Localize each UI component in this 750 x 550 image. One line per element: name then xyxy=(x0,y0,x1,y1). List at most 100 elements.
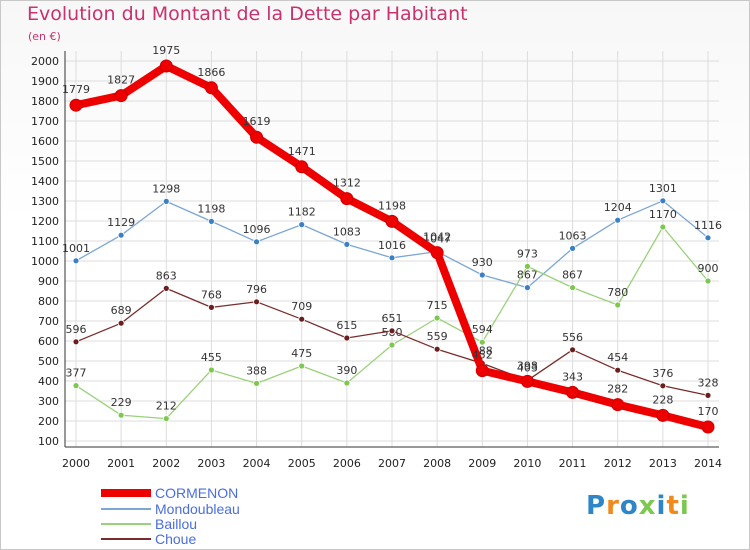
legend-item-choue[interactable]: Choue xyxy=(101,531,196,547)
data-label-baillou: 867 xyxy=(562,269,583,282)
data-label-choue: 376 xyxy=(652,367,673,380)
data-label-baillou: 715 xyxy=(427,299,448,312)
legend-swatch-cormenon xyxy=(101,489,151,497)
data-point-cormenon xyxy=(204,81,218,95)
legend-item-cormenon[interactable]: CORMENON xyxy=(101,485,238,501)
data-label-choue: 768 xyxy=(201,288,222,301)
data-point-baillou xyxy=(524,262,531,270)
y-tick-label: 2000 xyxy=(31,55,59,68)
legend-label-choue: Choue xyxy=(155,531,197,547)
data-label-cormenon: 1042 xyxy=(423,231,451,244)
data-point-mondoubleau xyxy=(117,231,125,239)
chart-title: Evolution du Montant de la Dette par Hab… xyxy=(27,3,468,25)
legend-item-mondoubleau[interactable]: Mondoubleau xyxy=(101,501,240,517)
x-tick-label: 2010 xyxy=(513,457,541,470)
y-tick-label: 1700 xyxy=(31,115,59,128)
data-point-cormenon xyxy=(701,420,715,434)
data-point-baillou xyxy=(388,341,396,349)
legend-swatch-choue xyxy=(101,538,151,540)
data-point-cormenon xyxy=(340,192,354,206)
data-point-choue xyxy=(614,366,622,374)
data-label-cormenon: 1619 xyxy=(243,115,271,128)
data-label-choue: 328 xyxy=(698,376,719,389)
data-label-choue: 863 xyxy=(156,269,177,282)
data-label-baillou: 455 xyxy=(201,351,222,364)
data-label-mondoubleau: 930 xyxy=(472,256,493,269)
y-tick-label: 100 xyxy=(38,435,59,448)
logo-letter: P xyxy=(586,491,607,521)
y-tick-label: 800 xyxy=(38,295,59,308)
data-point-cormenon xyxy=(611,398,625,412)
data-label-cormenon: 398 xyxy=(517,359,538,372)
data-label-baillou: 388 xyxy=(246,364,267,377)
data-point-baillou xyxy=(253,379,260,387)
data-label-mondoubleau: 1047 xyxy=(423,233,451,246)
y-tick-label: 600 xyxy=(38,335,59,348)
data-point-cormenon xyxy=(475,364,489,378)
legend-swatch-mondoubleau xyxy=(101,508,151,510)
data-label-cormenon: 343 xyxy=(562,370,583,383)
data-point-cormenon xyxy=(114,89,128,103)
data-label-mondoubleau: 1301 xyxy=(649,182,677,195)
data-label-choue: 403 xyxy=(517,361,538,374)
data-point-mondoubleau xyxy=(569,244,576,252)
data-point-choue xyxy=(343,334,351,342)
data-point-baillou xyxy=(614,301,622,309)
data-label-cormenon: 452 xyxy=(472,349,493,362)
data-label-mondoubleau: 1298 xyxy=(152,182,180,195)
data-label-baillou: 780 xyxy=(607,286,628,299)
data-point-choue xyxy=(388,327,396,335)
data-label-cormenon: 1975 xyxy=(152,44,180,57)
data-label-choue: 796 xyxy=(246,283,267,296)
y-tick-label: 1800 xyxy=(31,95,59,108)
data-label-cormenon: 1471 xyxy=(288,145,316,158)
data-point-mondoubleau xyxy=(659,197,667,205)
data-label-mondoubleau: 1083 xyxy=(333,225,361,238)
data-point-choue xyxy=(253,298,260,306)
data-point-baillou xyxy=(478,338,486,346)
data-point-mondoubleau xyxy=(388,254,396,262)
data-label-choue: 709 xyxy=(291,300,312,313)
x-tick-label: 2003 xyxy=(197,457,225,470)
data-label-choue: 559 xyxy=(427,330,448,343)
data-point-baillou xyxy=(72,382,80,390)
data-label-mondoubleau: 1063 xyxy=(559,229,587,242)
y-tick-label: 1500 xyxy=(31,155,59,168)
x-tick-label: 2007 xyxy=(378,457,406,470)
legend-label-baillou: Baillou xyxy=(155,516,198,532)
data-label-choue: 651 xyxy=(382,312,403,325)
logo-letter: o xyxy=(619,491,639,521)
x-tick-label: 2012 xyxy=(604,457,632,470)
data-point-mondoubleau xyxy=(343,240,351,248)
logo-letter: r xyxy=(606,491,620,521)
data-point-baillou xyxy=(343,379,351,387)
data-label-baillou: 212 xyxy=(156,400,177,413)
data-label-cormenon: 1827 xyxy=(107,74,135,87)
proxiti-logo: Proxiti xyxy=(586,491,690,521)
legend-item-baillou[interactable]: Baillou xyxy=(101,516,197,532)
data-label-mondoubleau: 1016 xyxy=(378,239,406,252)
data-point-choue xyxy=(659,382,667,390)
data-label-cormenon: 228 xyxy=(652,393,673,406)
data-point-baillou xyxy=(298,362,306,370)
data-point-mondoubleau xyxy=(208,217,215,225)
x-tick-label: 2001 xyxy=(107,457,135,470)
data-label-choue: 556 xyxy=(562,331,583,344)
data-point-baillou xyxy=(433,314,441,322)
data-point-choue xyxy=(208,303,215,311)
x-tick-label: 2000 xyxy=(62,457,90,470)
data-point-cormenon xyxy=(430,246,444,260)
data-label-baillou: 973 xyxy=(517,247,538,260)
data-label-cormenon: 1312 xyxy=(333,177,361,190)
y-tick-label: 1900 xyxy=(31,75,59,88)
data-point-mondoubleau xyxy=(162,197,170,205)
data-label-baillou: 377 xyxy=(66,367,87,380)
logo-letter: i xyxy=(679,491,690,521)
data-point-cormenon xyxy=(159,59,173,73)
data-label-baillou: 594 xyxy=(472,323,493,336)
data-point-mondoubleau xyxy=(253,238,260,246)
data-point-baillou xyxy=(162,415,170,423)
data-label-choue: 689 xyxy=(111,304,132,317)
